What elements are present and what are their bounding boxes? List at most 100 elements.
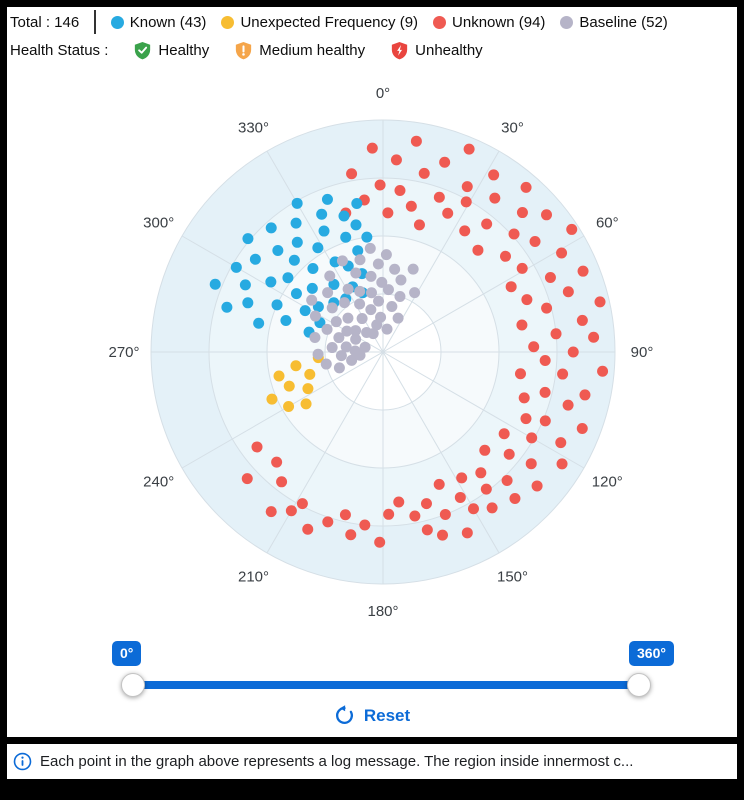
slider-handle-min[interactable]	[121, 673, 145, 697]
data-point-baseline[interactable]	[365, 304, 377, 316]
data-point-unknown[interactable]	[480, 483, 492, 495]
data-point-baseline[interactable]	[333, 332, 345, 344]
data-point-unknown[interactable]	[467, 503, 479, 515]
data-point-baseline[interactable]	[364, 242, 376, 254]
data-point-unknown[interactable]	[405, 200, 417, 212]
data-point-baseline[interactable]	[350, 325, 362, 337]
data-point-known[interactable]	[249, 253, 261, 265]
data-point-unknown[interactable]	[516, 319, 528, 331]
data-point-unknown[interactable]	[588, 331, 600, 343]
data-point-known[interactable]	[288, 254, 300, 266]
data-point-unknown[interactable]	[374, 179, 386, 191]
data-point-baseline[interactable]	[354, 298, 366, 310]
data-point-unknown[interactable]	[433, 191, 445, 203]
data-point-baseline[interactable]	[330, 316, 342, 328]
data-point-known[interactable]	[221, 301, 233, 313]
data-point-baseline[interactable]	[324, 270, 336, 282]
data-point-known[interactable]	[299, 305, 311, 317]
data-point-known[interactable]	[242, 297, 254, 309]
data-point-unknown[interactable]	[544, 271, 556, 283]
data-point-known[interactable]	[328, 278, 340, 290]
data-point-unknown[interactable]	[456, 472, 468, 484]
data-point-unknown[interactable]	[489, 192, 501, 204]
data-point-baseline[interactable]	[407, 263, 419, 275]
data-point-unknown[interactable]	[566, 223, 578, 235]
data-point-baseline[interactable]	[335, 350, 347, 362]
data-point-unexpected-frequency[interactable]	[300, 398, 312, 410]
data-point-unknown[interactable]	[394, 184, 406, 196]
data-point-baseline[interactable]	[354, 254, 366, 266]
data-point-unknown[interactable]	[520, 413, 532, 425]
data-point-unknown[interactable]	[498, 428, 510, 440]
data-point-baseline[interactable]	[409, 287, 421, 299]
data-point-unknown[interactable]	[597, 365, 609, 377]
data-point-baseline[interactable]	[386, 300, 398, 312]
data-point-unknown[interactable]	[454, 491, 466, 503]
data-point-known[interactable]	[230, 261, 242, 273]
data-point-baseline[interactable]	[382, 284, 394, 296]
data-point-unknown[interactable]	[479, 444, 491, 456]
data-point-unknown[interactable]	[508, 228, 520, 240]
legend-item-known[interactable]: Known (43)	[110, 14, 206, 31]
data-point-baseline[interactable]	[375, 311, 387, 323]
data-point-known[interactable]	[361, 231, 373, 243]
data-point-unknown[interactable]	[265, 506, 277, 518]
slider-handle-max[interactable]	[627, 673, 651, 697]
data-point-unknown[interactable]	[420, 498, 432, 510]
data-point-baseline[interactable]	[350, 333, 362, 345]
data-point-unknown[interactable]	[359, 519, 371, 531]
data-point-baseline[interactable]	[365, 270, 377, 282]
data-point-unexpected-frequency[interactable]	[283, 401, 295, 413]
data-point-baseline[interactable]	[336, 255, 348, 267]
data-point-baseline[interactable]	[338, 297, 350, 309]
data-point-unknown[interactable]	[459, 225, 471, 237]
data-point-unknown[interactable]	[439, 156, 451, 168]
data-point-baseline[interactable]	[350, 267, 362, 279]
data-point-unknown[interactable]	[539, 386, 551, 398]
data-point-unknown[interactable]	[503, 448, 515, 460]
data-point-baseline[interactable]	[326, 302, 338, 314]
data-point-unknown[interactable]	[241, 473, 253, 485]
data-point-baseline[interactable]	[354, 285, 366, 297]
data-point-unknown[interactable]	[577, 265, 589, 277]
data-point-unknown[interactable]	[339, 509, 351, 521]
data-point-baseline[interactable]	[341, 325, 353, 337]
data-point-unexpected-frequency[interactable]	[266, 393, 278, 405]
data-point-baseline[interactable]	[340, 341, 352, 353]
data-point-known[interactable]	[316, 208, 328, 220]
data-point-unknown[interactable]	[390, 154, 402, 166]
data-point-unknown[interactable]	[518, 392, 530, 404]
data-point-baseline[interactable]	[373, 295, 385, 307]
data-point-unknown[interactable]	[421, 524, 433, 536]
data-point-unknown[interactable]	[555, 437, 567, 449]
data-point-known[interactable]	[209, 278, 221, 290]
data-point-unknown[interactable]	[472, 244, 484, 256]
data-point-baseline[interactable]	[381, 323, 393, 335]
data-point-unknown[interactable]	[541, 209, 553, 221]
data-point-baseline[interactable]	[342, 312, 354, 324]
data-point-unknown[interactable]	[516, 262, 528, 274]
data-point-known[interactable]	[271, 299, 283, 311]
data-point-known[interactable]	[242, 233, 254, 245]
data-point-known[interactable]	[321, 193, 333, 205]
data-point-unknown[interactable]	[439, 508, 451, 520]
data-point-unknown[interactable]	[594, 296, 606, 308]
data-point-unknown[interactable]	[576, 422, 588, 434]
data-point-unknown[interactable]	[475, 467, 487, 479]
data-point-baseline[interactable]	[321, 323, 333, 335]
data-point-unknown[interactable]	[296, 498, 308, 510]
data-point-unknown[interactable]	[529, 236, 541, 248]
data-point-unknown[interactable]	[541, 302, 553, 314]
data-point-unknown[interactable]	[521, 294, 533, 306]
data-point-unknown[interactable]	[285, 505, 297, 517]
data-point-unknown[interactable]	[520, 181, 532, 193]
data-point-known[interactable]	[352, 245, 364, 257]
data-point-unknown[interactable]	[525, 458, 537, 470]
data-point-unknown[interactable]	[562, 399, 574, 411]
data-point-unknown[interactable]	[556, 247, 568, 259]
data-point-baseline[interactable]	[333, 362, 345, 374]
data-point-known[interactable]	[318, 225, 330, 237]
data-point-unknown[interactable]	[562, 286, 574, 298]
data-point-known[interactable]	[291, 197, 303, 209]
data-point-unknown[interactable]	[539, 354, 551, 366]
